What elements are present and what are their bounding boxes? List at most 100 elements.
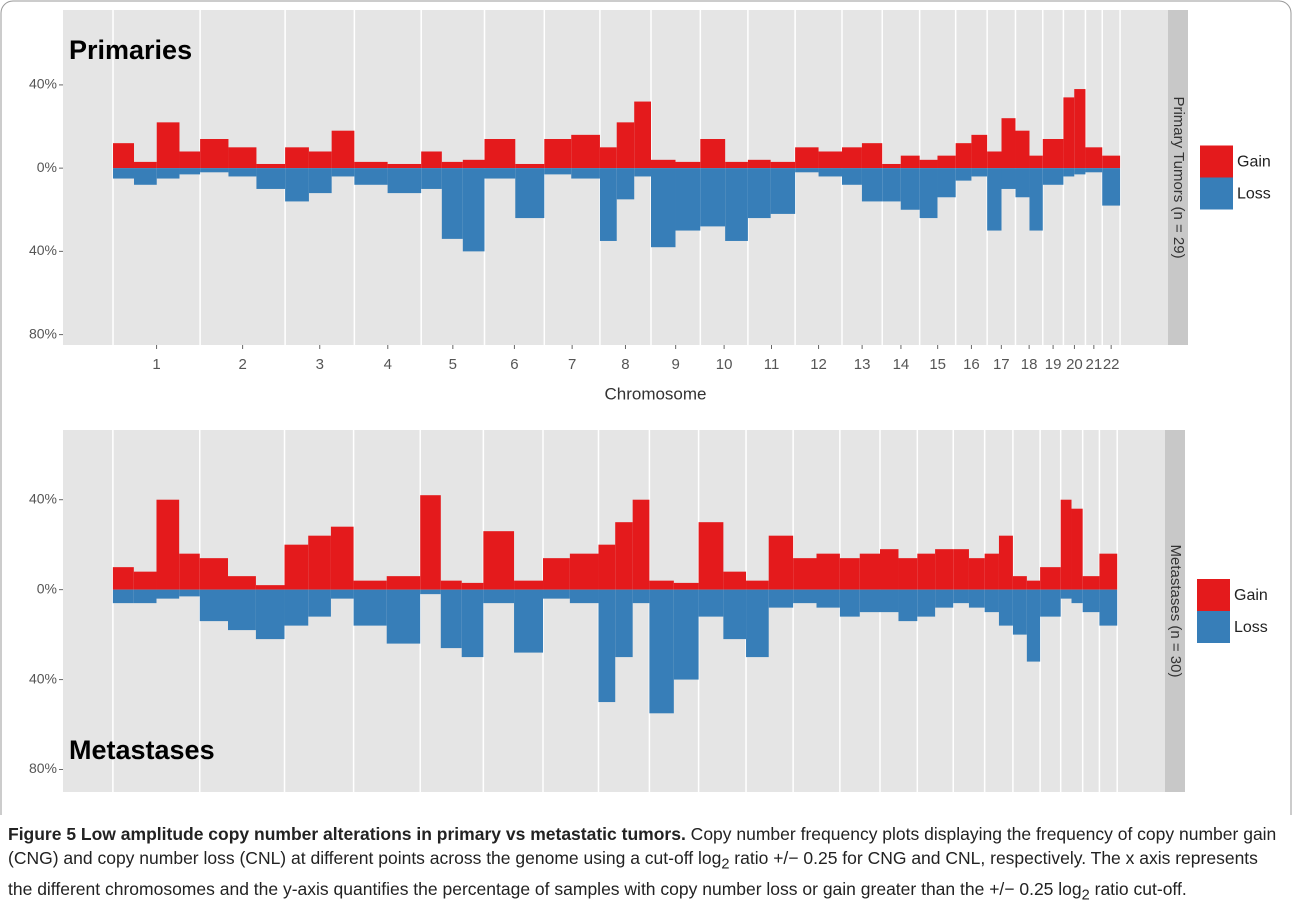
bar [112, 589, 134, 604]
bar [134, 168, 157, 185]
bar [984, 589, 999, 613]
bar [228, 576, 256, 590]
bar [285, 168, 309, 202]
bar [353, 580, 387, 590]
bar [179, 168, 201, 175]
bar [1060, 589, 1072, 599]
y-tick-label: 40% [29, 242, 57, 258]
strip [1165, 430, 1185, 792]
bar [818, 151, 842, 169]
bar [768, 589, 794, 608]
bar [598, 544, 616, 590]
bar [255, 589, 285, 640]
bar [1040, 567, 1061, 590]
bar [900, 168, 920, 210]
bar [616, 168, 635, 200]
bar [569, 589, 599, 604]
bar [544, 168, 572, 175]
bar [841, 147, 862, 169]
bar [228, 168, 257, 177]
bar [228, 147, 257, 169]
bar [1074, 89, 1086, 169]
bar [725, 168, 748, 241]
x-tick-label: 19 [1045, 356, 1062, 373]
bar [308, 589, 331, 617]
bar [256, 163, 286, 169]
subscript: 2 [721, 856, 730, 873]
legend-label: Loss [1234, 619, 1268, 636]
bar [700, 168, 726, 227]
bar [308, 168, 332, 194]
x-tick-label: 21 [1085, 356, 1102, 373]
bar [953, 549, 969, 590]
x-tick-label: 20 [1066, 356, 1083, 373]
bar [998, 589, 1013, 626]
bar [331, 130, 355, 169]
caption-text: Copy number frequency plots displaying t… [8, 824, 1277, 868]
bar [544, 139, 572, 169]
strip [1168, 10, 1188, 345]
bar [971, 134, 988, 169]
bar [919, 159, 938, 169]
bar [462, 159, 485, 169]
bar [1026, 589, 1041, 662]
subscript: 2 [1081, 887, 1090, 903]
bar [441, 168, 463, 239]
bar [768, 535, 794, 590]
bar [1001, 168, 1016, 189]
bar [1074, 168, 1086, 175]
panel-label: Primaries [69, 35, 192, 65]
bar [839, 558, 860, 590]
bar [330, 589, 354, 599]
bar [839, 589, 860, 617]
bar [179, 553, 200, 590]
bar [700, 139, 726, 169]
bar [1026, 580, 1041, 590]
bar [1029, 168, 1043, 231]
bar [571, 134, 600, 169]
bar [919, 168, 938, 219]
bar [1071, 508, 1083, 590]
x-axis-title: Chromosome [604, 384, 706, 403]
bar [514, 580, 544, 590]
bar [987, 151, 1002, 169]
bar [723, 589, 747, 640]
bar [723, 571, 747, 590]
bar [795, 147, 819, 169]
y-tick-label: 80% [29, 760, 57, 776]
x-tick-label: 3 [316, 356, 324, 373]
bar [285, 147, 309, 169]
x-tick-label: 18 [1021, 356, 1038, 373]
bar [793, 558, 817, 590]
caption-text: ratio cut-off. [1089, 878, 1187, 899]
bar [1015, 168, 1030, 198]
y-tick-label: 40% [29, 490, 57, 506]
x-tick-label: 6 [510, 356, 518, 373]
bar [1060, 499, 1072, 590]
bar [725, 161, 748, 169]
bar [968, 558, 985, 590]
bar [634, 101, 652, 169]
bar [386, 589, 421, 644]
bar [746, 580, 769, 590]
bar [256, 168, 286, 189]
x-tick-label: 12 [810, 356, 827, 373]
legend-swatch [1200, 145, 1233, 178]
bar [199, 558, 229, 590]
bar [308, 151, 332, 169]
bar [968, 589, 985, 608]
bar [984, 553, 999, 590]
bar [1001, 118, 1016, 169]
bar [649, 580, 674, 590]
bar [649, 589, 674, 714]
bar [421, 151, 442, 169]
bar [937, 155, 956, 169]
bar [1099, 589, 1118, 626]
x-tick-label: 7 [568, 356, 576, 373]
bar [900, 155, 920, 169]
bar [598, 589, 616, 703]
bar [971, 168, 988, 177]
bar [955, 143, 972, 169]
y-tick-label: 40% [29, 76, 57, 92]
